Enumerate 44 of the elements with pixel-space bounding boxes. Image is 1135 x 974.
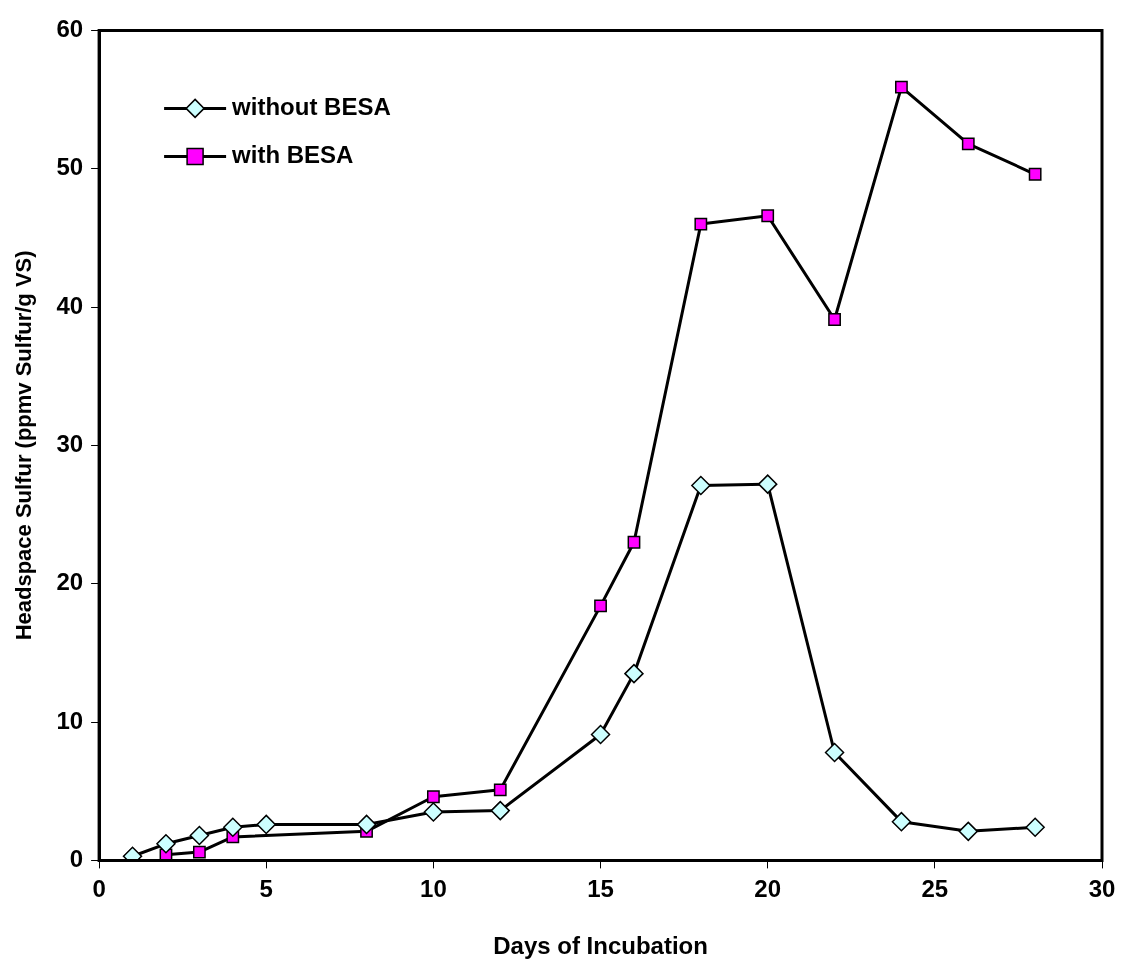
point [356, 814, 377, 835]
point [594, 599, 607, 613]
point [824, 742, 845, 763]
y-tick-label: 50 [56, 153, 84, 181]
x-tick-label: 10 [420, 875, 447, 903]
x-tick-label: 5 [259, 875, 273, 903]
x-tick-label: 15 [587, 875, 614, 903]
point [961, 137, 975, 151]
x-tick-label: 0 [92, 875, 106, 903]
y-tick-label: 40 [56, 291, 84, 319]
point [624, 663, 644, 684]
x-tick-label: 25 [921, 875, 949, 903]
point [192, 845, 206, 859]
legend-label: without BESA [231, 93, 391, 121]
point [1028, 167, 1042, 181]
point [691, 475, 711, 496]
point [895, 80, 908, 94]
legend-label: with BESA [231, 141, 354, 169]
point [757, 474, 778, 494]
x-axis-title: Days of Incubation [493, 932, 708, 960]
point [256, 814, 276, 835]
point [958, 821, 979, 842]
point [828, 313, 841, 326]
point [423, 802, 444, 822]
point [694, 217, 708, 231]
y-tick-label: 0 [69, 845, 84, 873]
point [426, 790, 440, 804]
point [189, 825, 210, 846]
point [493, 783, 507, 797]
y-tick-label: 30 [56, 430, 84, 458]
x-tick-label: 20 [754, 875, 782, 903]
point [761, 209, 775, 223]
point [590, 724, 611, 745]
y-axis-title: Headspace Sulfur (ppmv Sulfur/g VS) [11, 250, 37, 641]
point [1025, 817, 1045, 837]
point [627, 535, 641, 549]
y-tick-label: 10 [56, 706, 84, 734]
y-tick-label: 20 [56, 568, 84, 596]
point [223, 817, 243, 837]
point [490, 800, 511, 821]
point [156, 834, 176, 854]
x-tick-label: 30 [1088, 875, 1116, 903]
y-tick-label: 60 [56, 15, 84, 43]
point [891, 811, 912, 832]
